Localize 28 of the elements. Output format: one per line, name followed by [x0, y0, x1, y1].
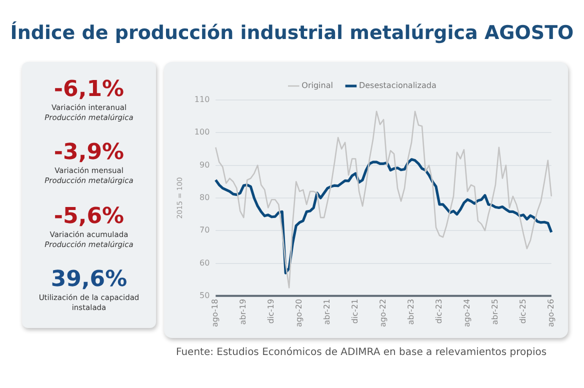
text: -3,9%	[52, 140, 126, 166]
x-tick-label: ago-22	[378, 298, 388, 328]
legend-label: Desestacionalizada	[358, 81, 436, 90]
y-tick-label: 70	[199, 226, 210, 235]
y-tick-label: 100	[194, 128, 210, 137]
y-tick-label: 50	[199, 290, 210, 300]
x-tick-label: ago-18	[210, 298, 220, 328]
y-tick-label: 110	[194, 95, 210, 104]
x-tick-label: abr-25	[490, 298, 500, 325]
x-tick-label: dic-23	[434, 298, 444, 324]
y-tick-label: 80	[199, 193, 210, 202]
y-tick-label: 60	[199, 258, 210, 268]
x-tick-label: dic-21	[350, 298, 360, 324]
x-tick-label: ago-20	[294, 298, 304, 328]
chart-title: Índice de producción industrial metalúrgica AGOSTO	[9, 22, 575, 44]
x-tick-label: ago-24	[462, 298, 472, 328]
source-note: Fuente: Estudios Económicos de ADIMRA en base a relevamientos propios	[176, 347, 547, 358]
text: -6,1%	[52, 76, 126, 103]
text: 39,6%	[50, 267, 128, 294]
y-tick-label: 90	[199, 160, 210, 170]
x-tick-label: abr-21	[322, 298, 332, 325]
x-tick-label: abr-19	[238, 298, 248, 325]
x-tick-label: dic-25	[518, 298, 528, 324]
x-tick-label: ago-26	[546, 298, 556, 328]
x-tick-label: dic-19	[266, 298, 276, 324]
legend-label: Original	[302, 81, 333, 90]
text: -5,6%	[52, 204, 126, 230]
x-tick-label: abr-23	[406, 298, 416, 325]
